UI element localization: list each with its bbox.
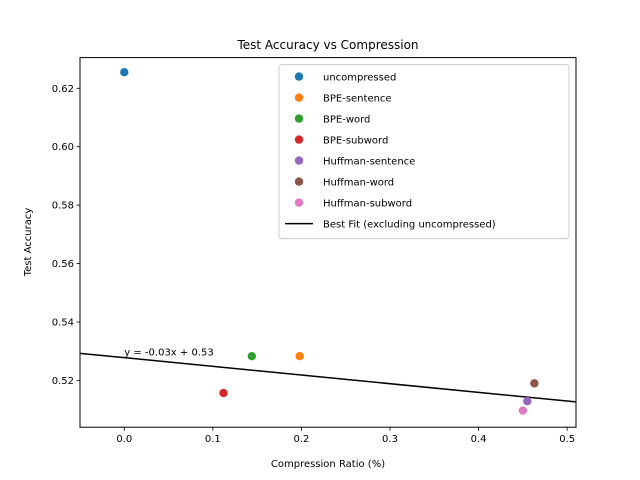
x-axis-ticks: 0.0 0.1 0.2 0.3 0.4 0.5 (116, 427, 575, 445)
legend-marker-uncompressed (294, 72, 304, 81)
legend-label-huffman-subword: Huffman-subword (323, 199, 412, 210)
legend-marker-huffman-subword (294, 198, 304, 207)
x-tick-label: 0.2 (293, 434, 309, 445)
x-tick-label: 0.5 (559, 434, 575, 445)
y-axis-label: Test Accuracy (23, 208, 34, 278)
x-tick-label: 0.3 (382, 434, 398, 445)
legend-label-best-fit: Best Fit (excluding uncompressed) (323, 220, 496, 231)
legend-marker-huffman-sentence (294, 156, 304, 165)
points-layer (120, 68, 539, 415)
legend-label-huffman-word: Huffman-word (323, 178, 394, 189)
y-tick-label: 0.56 (52, 259, 74, 270)
y-axis-ticks: 0.52 0.54 0.56 0.58 0.60 0.62 (52, 84, 80, 387)
legend: uncompressed BPE-sentence BPE-word BPE-subw… (278, 64, 570, 240)
axes-frame (79, 57, 577, 428)
legend-box (278, 64, 570, 240)
point-bpe-sentence (295, 352, 304, 361)
legend-marker-bpe-word (294, 114, 304, 123)
x-tick-label: 0.0 (116, 434, 132, 445)
fit-layer (79, 352, 577, 403)
chart-title: Test Accuracy vs Compression (236, 38, 418, 52)
y-tick-label: 0.52 (52, 376, 74, 387)
point-bpe-subword (219, 388, 228, 398)
legend-label-bpe-subword: BPE-subword (323, 136, 388, 147)
legend-label-huffman-sentence: Huffman-sentence (323, 157, 415, 168)
legend-marker-bpe-sentence (294, 93, 304, 102)
x-tick-label: 0.1 (205, 434, 221, 445)
point-huffman-subword (518, 406, 528, 415)
y-tick-label: 0.54 (52, 318, 74, 329)
x-axis-label: Compression Ratio (%) (271, 459, 385, 470)
legend-marker-bpe-subword (294, 135, 304, 144)
legend-marker-huffman-word (294, 177, 304, 186)
y-tick-label: 0.58 (52, 201, 74, 212)
y-tick-label: 0.60 (52, 142, 74, 153)
y-tick-label: 0.62 (52, 84, 74, 95)
x-tick-label: 0.4 (471, 434, 487, 445)
fit-equation-annotation: y = -0.03x + 0.53 (124, 348, 213, 359)
point-huffman-word (530, 379, 539, 388)
legend-label-uncompressed: uncompressed (323, 73, 396, 84)
annotation-layer: y = -0.03x + 0.53 (124, 348, 213, 359)
legend-label-bpe-sentence: BPE-sentence (323, 94, 392, 105)
point-huffman-sentence (523, 396, 532, 406)
best-fit-line (79, 352, 577, 403)
legend-label-bpe-word: BPE-word (323, 115, 370, 126)
point-bpe-word (247, 352, 257, 361)
point-uncompressed (120, 68, 129, 77)
